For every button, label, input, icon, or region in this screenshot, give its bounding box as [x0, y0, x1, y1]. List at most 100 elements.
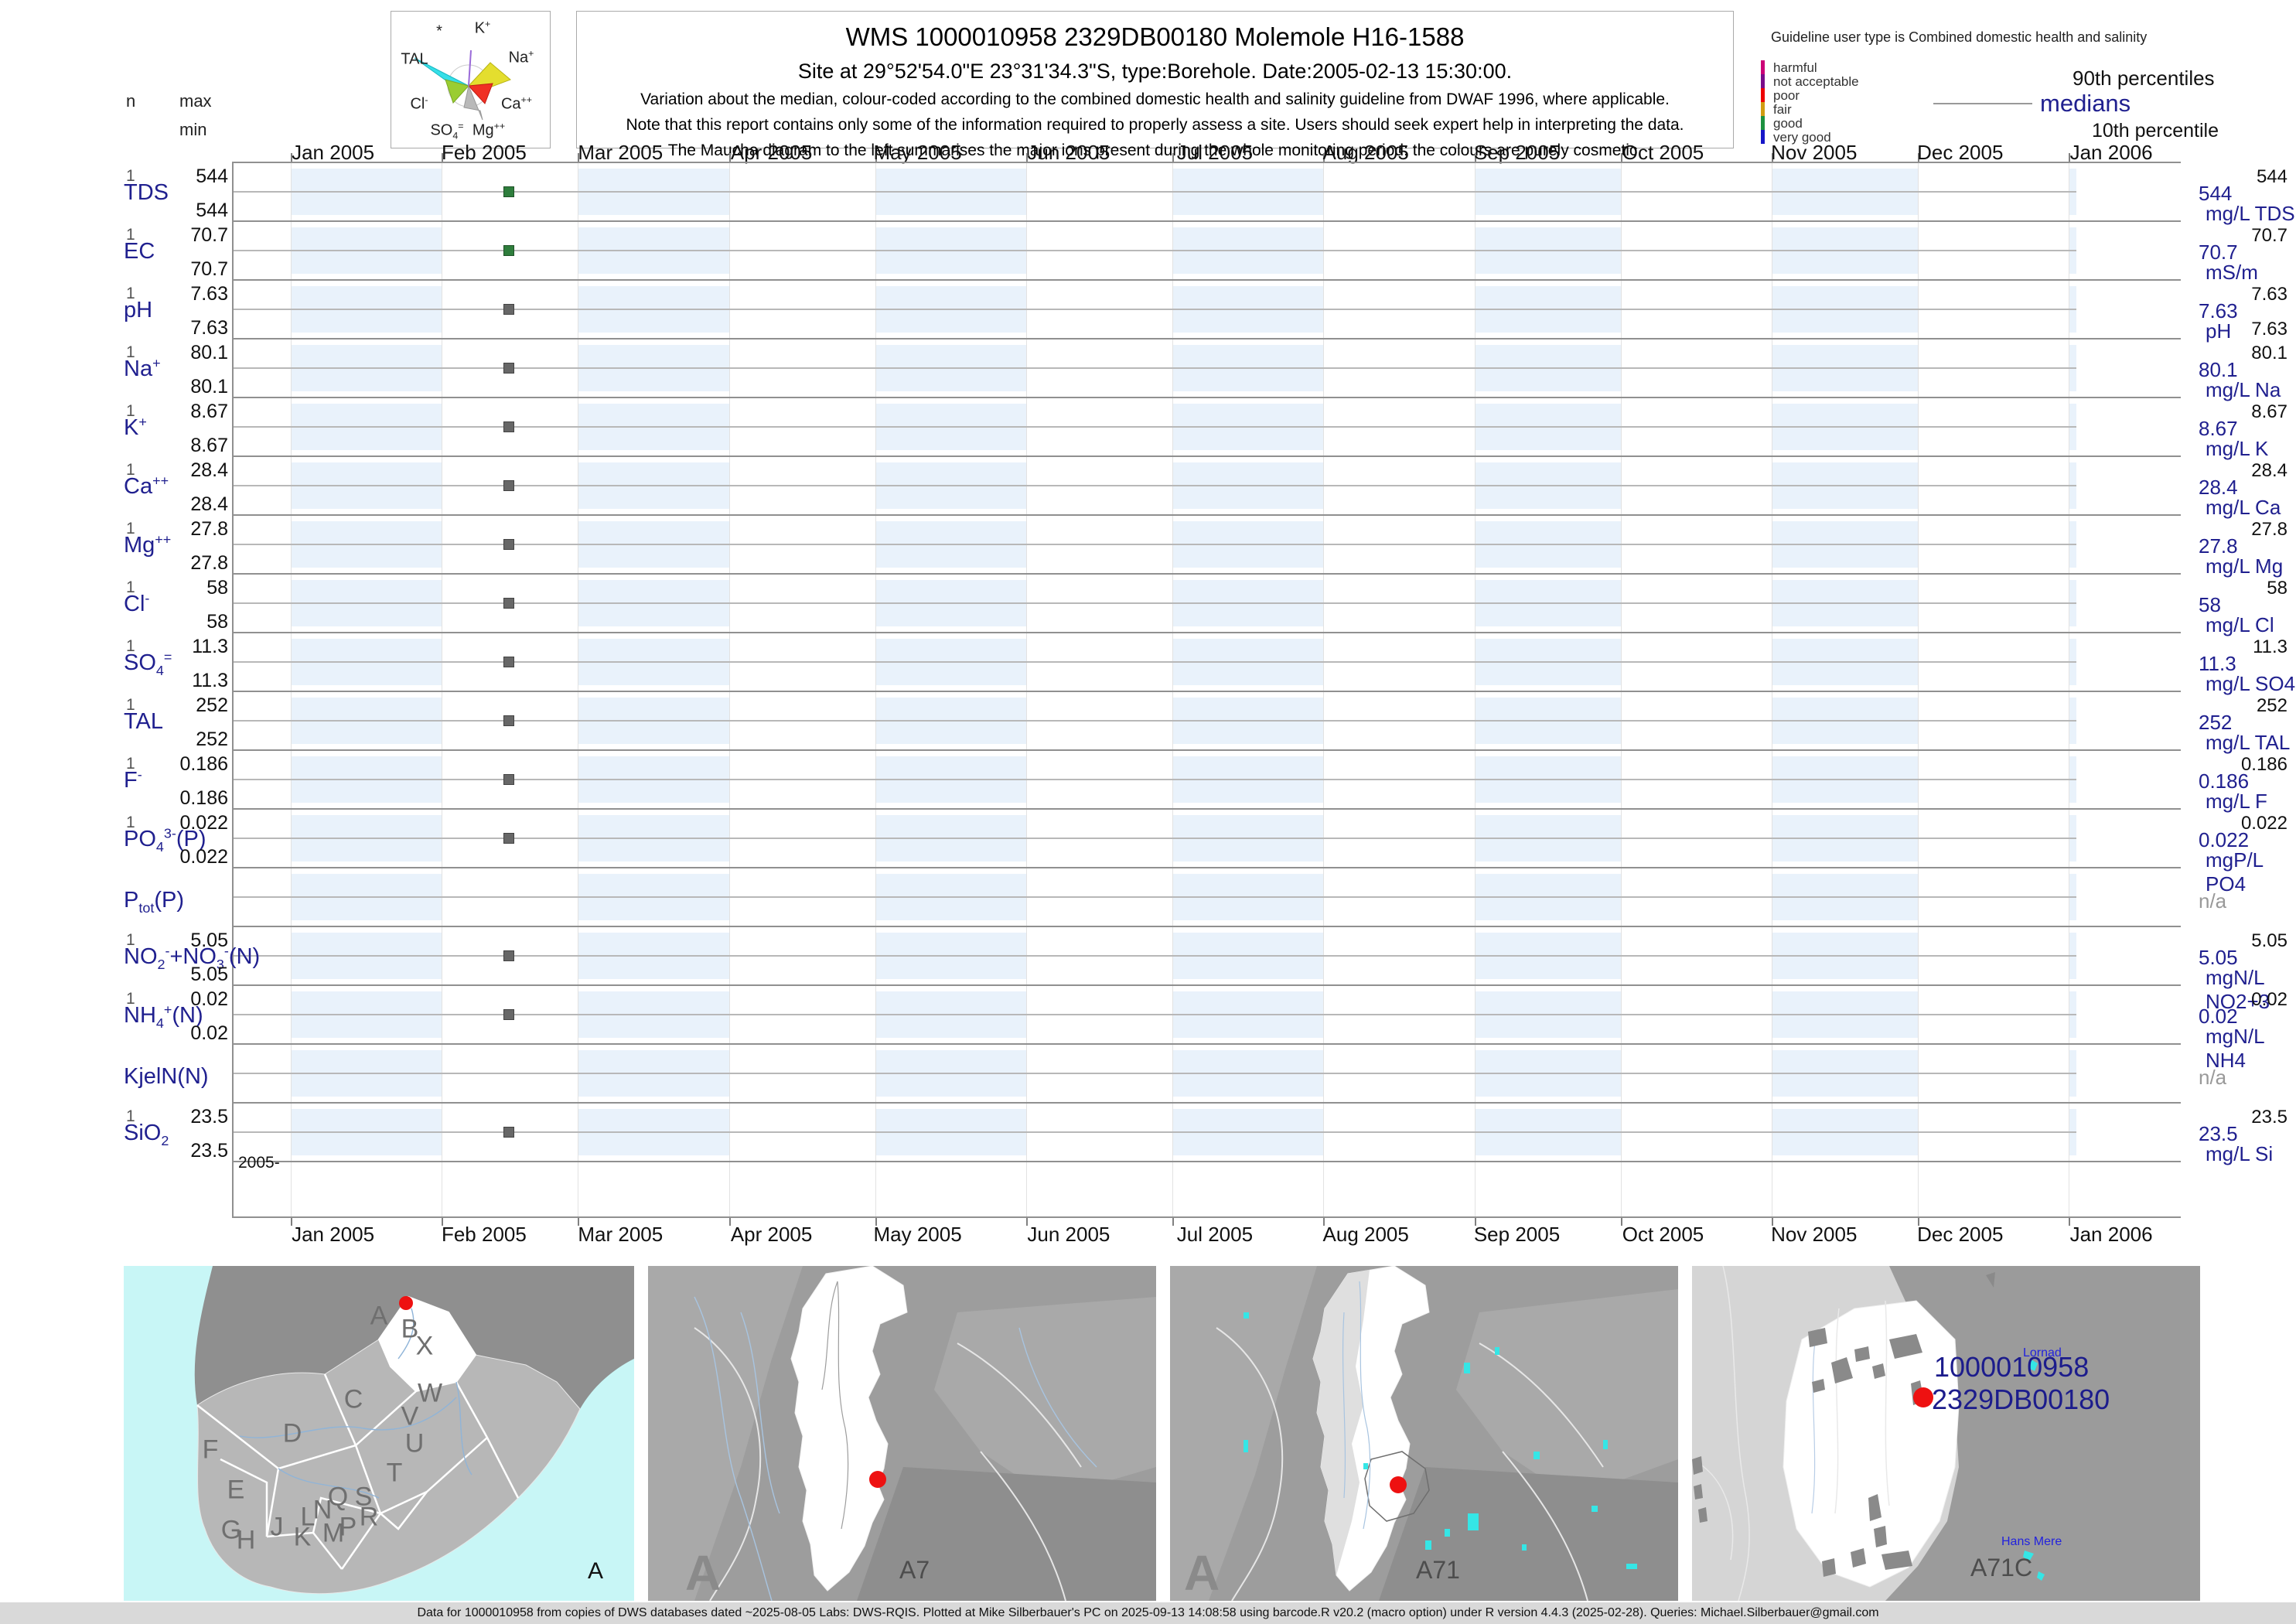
row-max-value: 5.05: [190, 930, 228, 951]
row-n-count: 1: [126, 990, 135, 1008]
parameter-name: NH4+(N): [124, 1001, 203, 1031]
row-median-value: 28.4: [2199, 476, 2238, 499]
parameter-name: Ptot(P): [124, 888, 184, 916]
month-gridline: [1917, 162, 1919, 1216]
sample-year-label: 2005-: [238, 1154, 280, 1172]
median-line: [232, 955, 2076, 957]
row-separator: [232, 1043, 2181, 1045]
legend-90th-label: 90th percentiles: [2073, 67, 2215, 90]
plot-left-border: [232, 162, 234, 1216]
drainage-region-letter: X: [415, 1331, 434, 1361]
axis-tick-top: [1771, 153, 1773, 162]
row-min-value: 23.5: [190, 1140, 228, 1162]
maucha-ion-label: Ca++: [500, 94, 533, 113]
median-line-sample: [1933, 103, 2032, 104]
axis-tick-top: [2069, 153, 2071, 162]
axis-tick-bottom: [1474, 1216, 1476, 1226]
row-separator: [232, 279, 2181, 281]
row-separator: [232, 867, 2181, 868]
legend-class-label: poor: [1773, 88, 1800, 103]
parameter-name: Na+: [124, 355, 161, 381]
timeseries-chart: Jan 2005 Jan 2005 Feb 2005 Feb 2005 Mar 2005…: [124, 141, 2295, 1246]
drainage-region-letter: J: [270, 1512, 284, 1542]
row-10th-percentile: 7.63: [2251, 319, 2287, 339]
median-line: [232, 779, 2076, 780]
parameter-name: PO43-(P): [124, 825, 206, 855]
drainage-region-letter: M: [322, 1518, 345, 1548]
row-max-value: 7.63: [190, 283, 228, 305]
row-n-count: 1: [126, 343, 135, 361]
row-separator: [232, 926, 2181, 927]
month-label-top: Dec 2005: [1917, 141, 2004, 164]
data-point: [503, 774, 514, 785]
month-label-top: Jan 2005: [292, 141, 375, 164]
row-min-value: 28.4: [190, 493, 228, 515]
median-line: [232, 426, 2076, 428]
median-line: [232, 250, 2076, 251]
month-label-bottom: Aug 2005: [1322, 1223, 1409, 1246]
data-point: [503, 715, 514, 726]
place-label-top: Lornad: [2023, 1346, 2062, 1360]
data-point: [503, 950, 514, 961]
drainage-region-letter: N: [312, 1495, 333, 1525]
row-n-count: 1: [126, 637, 135, 655]
row-unit-label: mg/L Ca: [2206, 496, 2281, 519]
column-header-min: min: [179, 120, 207, 139]
map3-big-letter: A: [1184, 1545, 1220, 1601]
row-n-count: 1: [126, 285, 135, 302]
note-line-3: The Maucha diagram to the left summarise…: [667, 142, 1643, 159]
row-unit-label: mgP/L PO4: [2206, 848, 2264, 896]
row-separator: [232, 984, 2181, 986]
row-separator: [232, 455, 2181, 457]
legend-color-good: [1761, 116, 1765, 130]
row-unit-label: mS/m: [2206, 261, 2258, 284]
axis-tick-bottom: [2069, 1216, 2071, 1226]
row-median-value: 8.67: [2199, 417, 2238, 440]
map-region-a7-graphic: [648, 1266, 1156, 1601]
parameter-name: NO2-+NO3-(N): [124, 943, 261, 972]
data-point: [503, 539, 514, 550]
median-line: [232, 1014, 2076, 1015]
row-separator: [232, 1102, 2181, 1104]
legend-class-label: harmful: [1773, 60, 1817, 75]
drainage-region-letter: W: [417, 1378, 443, 1408]
data-point: [503, 363, 514, 374]
axis-tick-bottom: [441, 1216, 443, 1226]
month-gridline: [728, 162, 730, 1216]
axis-tick-bottom: [875, 1216, 877, 1226]
row-90th-percentile: 0.02: [2251, 989, 2287, 1010]
row-separator: [232, 632, 2181, 633]
row-90th-percentile: 252: [2256, 695, 2287, 716]
row-n-count: 1: [126, 520, 135, 537]
maucha-ion-label: *: [436, 22, 442, 40]
legend-color-not-acceptable: [1761, 74, 1765, 88]
parameter-name: EC: [124, 239, 155, 264]
axis-tick-bottom: [290, 1216, 292, 1226]
median-line: [232, 896, 2076, 898]
row-n-count: 1: [126, 814, 135, 831]
row-max-value: 11.3: [192, 636, 228, 657]
maucha-diagram: * K+ TAL Na+ Cl- Ca++ SO4= Mg++: [391, 11, 551, 148]
row-min-value: 7.63: [190, 317, 228, 339]
median-line: [232, 485, 2076, 486]
row-median-value: 544: [2199, 182, 2233, 205]
column-header-n: n: [126, 91, 136, 111]
data-point: [503, 657, 514, 667]
median-line: [232, 191, 2076, 193]
data-point: [503, 833, 514, 844]
maucha-ion-label: Cl-: [410, 94, 428, 113]
month-label-top: Jul 2005: [1176, 141, 1254, 164]
axis-tick-bottom: [1172, 1216, 1174, 1226]
row-max-value: 8.67: [190, 401, 228, 422]
drainage-region-letter: B: [401, 1314, 419, 1344]
row-na-label: n/a: [2199, 889, 2227, 913]
month-label-bottom: Jun 2005: [1027, 1223, 1110, 1246]
month-label-bottom: Apr 2005: [730, 1223, 813, 1246]
axis-tick-bottom: [578, 1216, 580, 1226]
month-label-top: Apr 2005: [730, 141, 813, 164]
axis-tick-top: [290, 153, 292, 162]
maucha-ion-label: K+: [474, 18, 491, 37]
row-median-value: 11.3: [2199, 652, 2236, 675]
row-n-count: 1: [126, 461, 135, 479]
month-gridline: [1474, 162, 1476, 1216]
